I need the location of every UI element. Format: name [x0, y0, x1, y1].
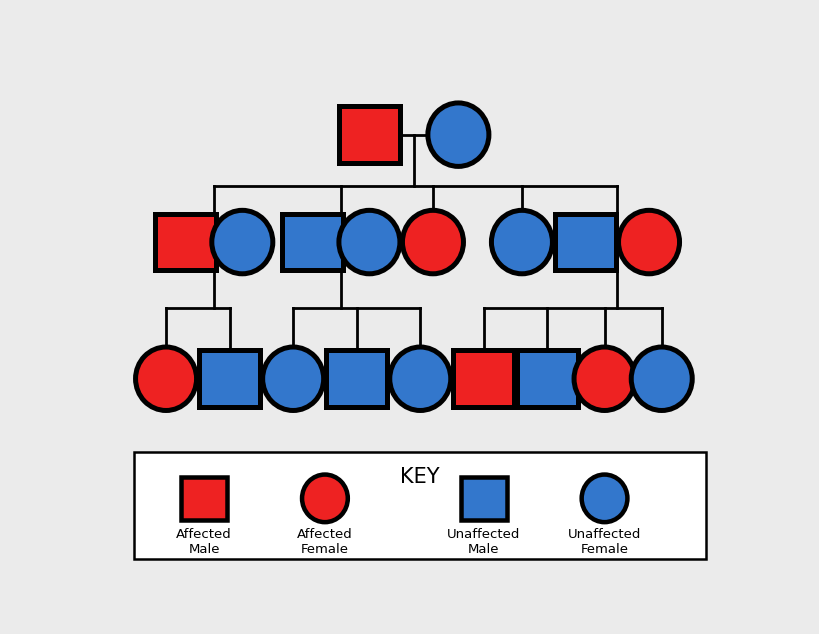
Ellipse shape	[301, 475, 347, 522]
FancyBboxPatch shape	[338, 107, 400, 163]
Text: Affected
Male: Affected Male	[176, 528, 232, 556]
FancyBboxPatch shape	[460, 477, 506, 520]
Ellipse shape	[402, 210, 463, 274]
Ellipse shape	[573, 347, 634, 410]
Ellipse shape	[631, 347, 691, 410]
FancyBboxPatch shape	[181, 477, 227, 520]
FancyBboxPatch shape	[282, 214, 342, 270]
FancyBboxPatch shape	[134, 452, 705, 559]
FancyBboxPatch shape	[155, 214, 215, 270]
Ellipse shape	[262, 347, 324, 410]
FancyBboxPatch shape	[453, 351, 514, 407]
Ellipse shape	[338, 210, 400, 274]
Ellipse shape	[581, 475, 627, 522]
Text: Affected
Female: Affected Female	[296, 528, 352, 556]
Text: Unaffected
Male: Unaffected Male	[446, 528, 520, 556]
Text: KEY: KEY	[400, 467, 440, 487]
FancyBboxPatch shape	[199, 351, 260, 407]
Ellipse shape	[491, 210, 552, 274]
FancyBboxPatch shape	[516, 351, 577, 407]
Ellipse shape	[618, 210, 679, 274]
Ellipse shape	[389, 347, 450, 410]
Text: Unaffected
Female: Unaffected Female	[568, 528, 640, 556]
Ellipse shape	[211, 210, 273, 274]
Ellipse shape	[428, 103, 488, 166]
FancyBboxPatch shape	[554, 214, 615, 270]
FancyBboxPatch shape	[326, 351, 387, 407]
Ellipse shape	[135, 347, 197, 410]
